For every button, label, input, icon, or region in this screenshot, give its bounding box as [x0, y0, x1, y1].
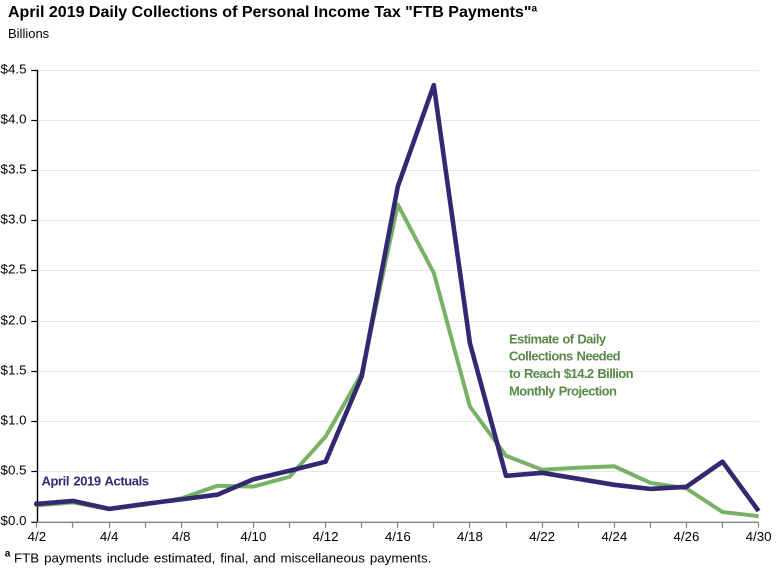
svg-text:$0.5: $0.5: [1, 462, 27, 477]
svg-text:4/26: 4/26: [673, 529, 699, 544]
svg-text:$3.5: $3.5: [1, 161, 27, 176]
svg-text:$3.0: $3.0: [1, 211, 27, 226]
svg-text:4/18: 4/18: [457, 529, 483, 544]
svg-text:April 2019 Daily Collections o: April 2019 Daily Collections of Personal…: [8, 3, 537, 20]
svg-text:$4.0: $4.0: [1, 111, 27, 126]
svg-text:Monthly Projection: Monthly Projection: [509, 384, 617, 399]
svg-text:Billions: Billions: [8, 26, 50, 41]
svg-text:4/12: 4/12: [313, 529, 339, 544]
svg-text:$1.0: $1.0: [1, 412, 27, 427]
svg-text:$2.5: $2.5: [1, 261, 27, 276]
svg-text:a: a: [5, 549, 11, 560]
svg-text:$0.0: $0.0: [1, 513, 27, 528]
svg-text:April 2019 Actuals: April 2019 Actuals: [42, 474, 149, 489]
svg-text:FTB payments include estimated: FTB payments include estimated, final, a…: [14, 551, 431, 566]
svg-text:$2.0: $2.0: [1, 312, 27, 327]
svg-text:4/2: 4/2: [28, 529, 47, 544]
svg-text:4/30: 4/30: [746, 529, 772, 544]
svg-text:$1.5: $1.5: [1, 362, 27, 377]
svg-text:4/22: 4/22: [529, 529, 555, 544]
svg-text:4/24: 4/24: [601, 529, 628, 544]
svg-text:Estimate of Daily: Estimate of Daily: [509, 331, 607, 346]
svg-text:$4.5: $4.5: [1, 61, 27, 76]
svg-text:4/8: 4/8: [172, 529, 191, 544]
svg-text:4/4: 4/4: [100, 529, 119, 544]
svg-text:4/10: 4/10: [240, 529, 266, 544]
svg-text:4/16: 4/16: [385, 529, 411, 544]
svg-text:to Reach $14.2 Billion: to Reach $14.2 Billion: [509, 366, 634, 381]
svg-text:Collections Needed: Collections Needed: [509, 349, 621, 364]
